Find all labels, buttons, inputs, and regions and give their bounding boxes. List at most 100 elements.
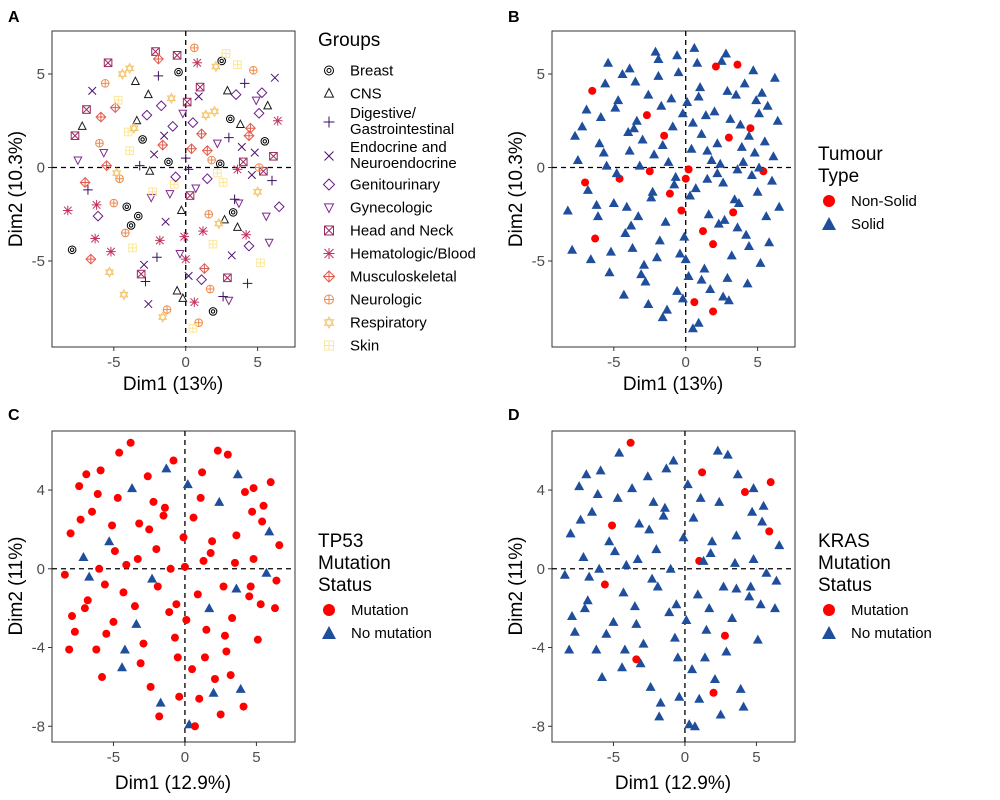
data-point-c bbox=[182, 615, 191, 624]
data-point-a bbox=[140, 276, 151, 287]
legend-key-c bbox=[323, 604, 335, 616]
data-point-b bbox=[567, 244, 578, 254]
data-point-a bbox=[233, 60, 242, 69]
plot-frame-a bbox=[51, 30, 296, 348]
data-points-d bbox=[552, 431, 795, 742]
data-point-b bbox=[756, 87, 767, 97]
data-point-d bbox=[718, 581, 729, 591]
data-point-b bbox=[682, 97, 693, 107]
data-point-b bbox=[732, 222, 743, 232]
data-point-c bbox=[219, 582, 228, 591]
data-point-c bbox=[139, 639, 148, 648]
data-point-b bbox=[754, 108, 765, 118]
data-point-b bbox=[725, 113, 736, 123]
data-point-b bbox=[696, 128, 707, 138]
data-point-d bbox=[681, 614, 692, 624]
data-point-b bbox=[660, 216, 671, 226]
data-point-d bbox=[664, 607, 675, 617]
data-point-b bbox=[605, 246, 616, 256]
data-point-a bbox=[153, 71, 164, 81]
data-point-b bbox=[637, 134, 648, 144]
data-point-c bbox=[115, 448, 124, 457]
x-ticks-d: -5 0 5 bbox=[607, 742, 761, 766]
data-point-a bbox=[128, 243, 137, 253]
data-point-c bbox=[133, 554, 142, 563]
data-point-b bbox=[628, 123, 639, 133]
data-point-a bbox=[224, 132, 234, 143]
data-point-b bbox=[677, 206, 686, 215]
legend-key-a bbox=[324, 340, 334, 351]
data-point-d bbox=[592, 488, 603, 498]
legend-key-a bbox=[323, 116, 335, 128]
data-point-a bbox=[194, 92, 203, 101]
legend-key-b bbox=[823, 195, 835, 207]
x-tick-label-a: -5 bbox=[107, 354, 120, 371]
legend-key-a bbox=[323, 315, 335, 330]
data-point-b bbox=[665, 189, 674, 198]
legend-key-a bbox=[324, 225, 334, 236]
data-point-b bbox=[621, 201, 632, 211]
data-point-d bbox=[595, 465, 606, 475]
data-point-b bbox=[651, 252, 662, 262]
data-point-a bbox=[224, 296, 234, 306]
data-point-d bbox=[771, 575, 782, 585]
data-point-a bbox=[83, 185, 93, 195]
data-point-c bbox=[93, 489, 102, 498]
data-point-d bbox=[569, 626, 580, 636]
data-point-a bbox=[175, 249, 185, 259]
data-point-a bbox=[239, 78, 250, 89]
data-point-a bbox=[228, 208, 238, 217]
data-point-a bbox=[183, 164, 194, 175]
data-point-b bbox=[716, 55, 727, 65]
data-point-a bbox=[237, 142, 246, 152]
data-point-b bbox=[749, 147, 760, 157]
data-point-c bbox=[70, 627, 79, 636]
data-point-b bbox=[723, 295, 734, 305]
data-point-b bbox=[623, 126, 634, 136]
data-point-b bbox=[600, 78, 611, 88]
data-point-a bbox=[172, 51, 182, 60]
y-tick-label-b: 5 bbox=[537, 66, 545, 83]
data-point-d bbox=[701, 624, 712, 634]
data-point-d bbox=[712, 445, 723, 455]
data-point-c bbox=[199, 556, 208, 565]
data-point-c bbox=[182, 479, 193, 489]
data-points-a bbox=[52, 31, 295, 347]
data-point-c bbox=[68, 612, 77, 621]
data-point-a bbox=[119, 288, 129, 301]
data-point-a bbox=[192, 57, 203, 68]
legend-label-a: Endocrine and bbox=[350, 139, 447, 156]
data-point-d bbox=[579, 603, 590, 613]
data-point-d bbox=[714, 496, 725, 506]
data-point-c bbox=[153, 582, 162, 591]
data-point-a bbox=[250, 148, 259, 157]
legend-label-a: Genitourinary bbox=[350, 177, 441, 194]
data-point-a bbox=[261, 212, 271, 222]
x-ticks-c: -5 0 5 bbox=[107, 742, 261, 766]
data-point-b bbox=[726, 250, 737, 260]
data-point-b bbox=[627, 242, 638, 252]
data-point-a bbox=[101, 160, 113, 172]
y-tick-label-b: 0 bbox=[537, 159, 545, 176]
data-point-b bbox=[735, 119, 746, 129]
data-point-b bbox=[746, 124, 755, 133]
data-point-b bbox=[598, 147, 609, 157]
data-point-a bbox=[104, 266, 115, 279]
legend-label-a: CNS bbox=[350, 86, 382, 103]
data-point-b bbox=[679, 231, 690, 241]
data-point-c bbox=[226, 671, 235, 680]
data-point-c bbox=[235, 683, 246, 693]
data-point-b bbox=[748, 65, 759, 75]
x-tick-label-c: 0 bbox=[181, 749, 189, 766]
data-point-b bbox=[677, 108, 688, 118]
data-point-a bbox=[187, 117, 199, 129]
data-point-d bbox=[604, 536, 615, 546]
data-point-a bbox=[82, 105, 91, 114]
data-point-a bbox=[234, 199, 244, 209]
data-point-d bbox=[748, 553, 759, 563]
data-point-b bbox=[613, 95, 624, 105]
data-point-a bbox=[241, 230, 251, 240]
legend-label-d: No mutation bbox=[851, 625, 932, 642]
data-point-b bbox=[766, 175, 777, 185]
data-point-b bbox=[670, 171, 681, 181]
